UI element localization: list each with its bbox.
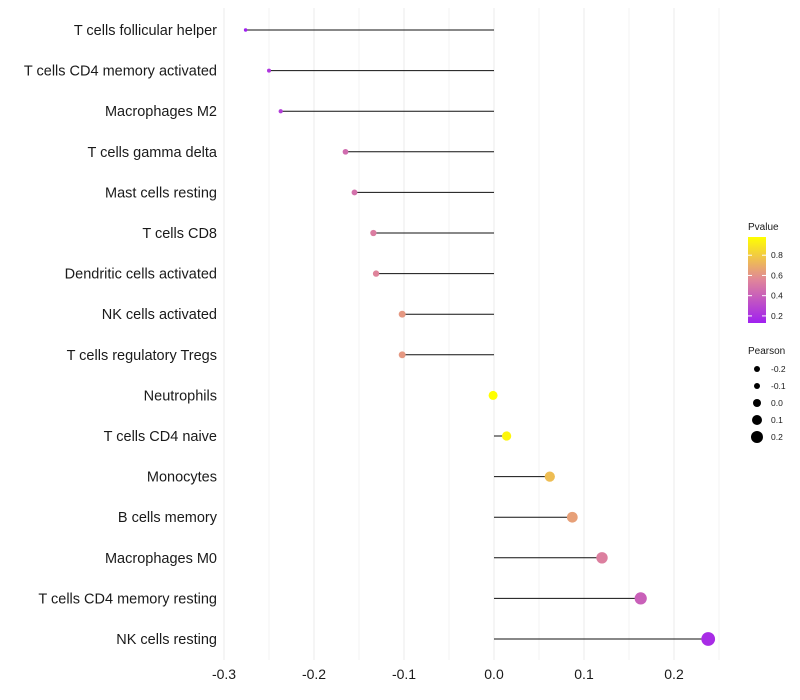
pvalue-tick-label: 0.8 bbox=[771, 250, 783, 260]
lollipop-point bbox=[398, 351, 406, 359]
category-label: Dendritic cells activated bbox=[65, 267, 217, 283]
pvalue-legend-title: Pvalue bbox=[748, 222, 779, 233]
pearson-legend: Pearson -0.2 -0.1 0.0 0.1 0.2 bbox=[748, 346, 786, 443]
category-label: T cells follicular helper bbox=[74, 23, 217, 39]
pvalue-legend: Pvalue 0.2 0.4 0.6 0.8 bbox=[748, 222, 783, 323]
x-tick-label: 0.0 bbox=[484, 666, 504, 682]
lollipop-point bbox=[634, 592, 647, 605]
lollipop-point bbox=[544, 471, 555, 482]
pearson-legend-title: Pearson bbox=[748, 346, 785, 357]
x-tick-label: -0.1 bbox=[392, 666, 416, 682]
category-label: T cells regulatory Tregs bbox=[67, 348, 217, 364]
pearson-legend-dot bbox=[754, 383, 760, 389]
category-label: T cells CD4 naive bbox=[104, 429, 217, 445]
category-labels: T cells follicular helper T cells CD4 mem… bbox=[24, 23, 218, 648]
lollipop-point bbox=[351, 189, 358, 196]
pearson-legend-dot bbox=[751, 431, 763, 443]
lollipop-point bbox=[398, 310, 406, 318]
lollipop-point bbox=[243, 28, 248, 32]
x-tick-label: -0.2 bbox=[302, 666, 326, 682]
pearson-legend-label: 0.2 bbox=[771, 432, 783, 442]
category-label: Macrophages M0 bbox=[105, 551, 217, 567]
category-label: NK cells resting bbox=[116, 632, 217, 648]
x-tick-label: -0.3 bbox=[212, 666, 236, 682]
category-label: Macrophages M2 bbox=[105, 104, 217, 120]
pearson-legend-label: 0.0 bbox=[771, 398, 783, 408]
pearson-legend-dot bbox=[753, 399, 761, 407]
lollipop-point bbox=[370, 229, 377, 237]
x-tick-label: 0.2 bbox=[664, 666, 684, 682]
pvalue-tick-label: 0.2 bbox=[771, 311, 783, 321]
lollipop-point bbox=[701, 632, 716, 646]
pearson-legend-label: -0.2 bbox=[771, 364, 786, 374]
stems-layer bbox=[245, 29, 709, 640]
x-axis-ticks: -0.3 -0.2 -0.1 0.0 0.1 0.2 bbox=[212, 666, 684, 682]
pvalue-tick-label: 0.4 bbox=[771, 291, 783, 301]
lollipop-point bbox=[267, 68, 271, 73]
grid-layer bbox=[223, 8, 720, 660]
lollipop-point bbox=[342, 148, 349, 155]
pearson-legend-dot bbox=[754, 366, 760, 372]
pvalue-tick-label: 0.6 bbox=[771, 270, 783, 280]
lollipop-point bbox=[278, 109, 283, 114]
x-tick-label: 0.1 bbox=[574, 666, 594, 682]
pearson-legend-label: -0.1 bbox=[771, 381, 786, 391]
category-label: Neutrophils bbox=[144, 388, 217, 404]
pvalue-legend-ticks: 0.2 0.4 0.6 0.8 bbox=[748, 250, 783, 321]
pearson-legend-dot bbox=[752, 415, 762, 425]
category-label: T cells CD8 bbox=[142, 226, 217, 242]
points-layer bbox=[243, 28, 716, 646]
lollipop-point bbox=[596, 552, 608, 564]
category-label: NK cells activated bbox=[102, 307, 217, 323]
category-label: T cells CD4 memory resting bbox=[38, 591, 217, 607]
pearson-legend-label: 0.1 bbox=[771, 415, 783, 425]
category-label: Mast cells resting bbox=[105, 185, 217, 201]
lollipop-point bbox=[566, 511, 578, 523]
lollipop-point bbox=[372, 270, 380, 277]
lollipop-point bbox=[501, 431, 512, 441]
category-label: Monocytes bbox=[147, 470, 217, 486]
pvalue-colorbar bbox=[748, 237, 766, 323]
pearson-legend-items: -0.2 -0.1 0.0 0.1 0.2 bbox=[751, 364, 786, 443]
lollipop-point bbox=[488, 390, 498, 400]
category-label: T cells CD4 memory activated bbox=[24, 64, 217, 80]
category-label: B cells memory bbox=[118, 510, 218, 526]
category-label: T cells gamma delta bbox=[88, 145, 218, 161]
